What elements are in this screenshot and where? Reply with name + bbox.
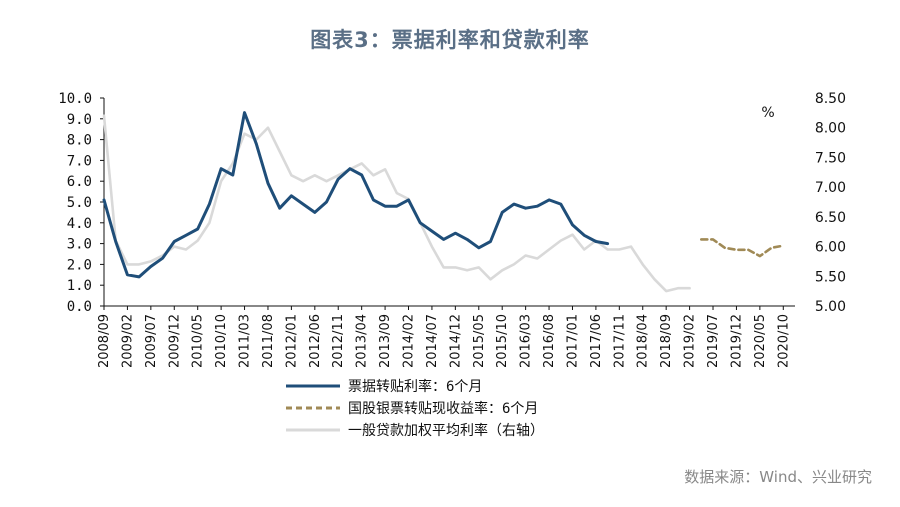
y-left-tick-label: 8.0	[67, 133, 92, 149]
x-tick-label: 2019/02	[683, 314, 698, 368]
y-right-tick-label: 7.50	[815, 150, 846, 166]
y-left-tick-label: 5.0	[67, 195, 92, 211]
y-left-tick-label: 10.0	[58, 91, 92, 107]
y-left-tick-label: 3.0	[67, 237, 92, 253]
y-right-tick-label: 8.00	[815, 121, 846, 137]
x-tick-label: 2012/11	[331, 314, 346, 368]
legend-label-2: 一般贷款加权平均利率（右轴）	[348, 422, 544, 439]
x-tick-label: 2012/01	[284, 314, 299, 368]
legend-label-1: 国股银票转贴现收益率：6个月	[348, 400, 538, 417]
x-tick-label: 2008/09	[97, 314, 112, 368]
x-tick-label: 2013/09	[378, 314, 393, 368]
x-tick-label: 2014/02	[402, 314, 417, 368]
y-right-tick-label: 5.00	[815, 299, 846, 315]
x-tick-label: 2011/08	[261, 314, 276, 368]
chart-title: 图表3：票据利率和贷款利率	[310, 28, 590, 52]
y-left-tick-label: 2.0	[67, 257, 92, 273]
y-left-tick-label: 0.0	[67, 299, 92, 315]
y-right-tick-label: 6.00	[815, 240, 846, 256]
x-tick-label: 2018/09	[659, 314, 674, 368]
y-axis-right: 8.50 8.00 7.50 7.00 6.50 6.00 5.50 5.00%	[761, 91, 846, 315]
x-tick-label: 2010/05	[191, 314, 206, 368]
x-tick-label: 2009/07	[144, 314, 159, 368]
x-tick-label: 2012/06	[308, 314, 323, 368]
y-left-tick-label: 9.0	[67, 112, 92, 128]
plot-lines	[102, 111, 785, 293]
x-tick-label: 2019/07	[706, 314, 721, 368]
y-right-tick-label: 5.50	[815, 269, 846, 285]
x-tick-label: 2013/04	[355, 314, 370, 368]
source-note: 数据来源：Wind、兴业研究	[684, 468, 872, 486]
x-tick-label: 2017/06	[589, 314, 604, 368]
y-left-tick-label: 4.0	[67, 216, 92, 232]
x-tick-label: 2015/10	[495, 314, 510, 368]
series-line-1	[699, 238, 785, 258]
x-tick-label: 2014/12	[448, 314, 463, 368]
y-left-tick-label: 7.0	[67, 153, 92, 169]
x-tick-label: 2014/07	[425, 314, 440, 368]
y-left-tick-label: 6.0	[67, 174, 92, 190]
x-tick-label: 2016/03	[519, 314, 534, 368]
legend-label-0: 票据转贴利率：6个月	[348, 378, 482, 395]
x-tick-label: 2020/05	[753, 314, 768, 368]
y-left-tick-label: 1.0	[67, 278, 92, 294]
x-tick-label: 2015/05	[472, 314, 487, 368]
y-right-unit-label: %	[761, 105, 774, 121]
x-tick-label: 2009/02	[120, 314, 135, 368]
x-tick-label: 2019/12	[729, 314, 744, 368]
x-tick-label: 2018/04	[636, 314, 651, 368]
y-axis-left: 10.0 9.0 8.0 7.0 6.0 5.0 4.0 3.0 2.0 1.0 0.0	[58, 91, 105, 315]
y-right-tick-label: 8.50	[815, 91, 846, 107]
y-right-tick-label: 7.00	[815, 180, 846, 196]
y-right-tick-label: 6.50	[815, 210, 846, 226]
x-tick-label: 2011/03	[238, 314, 253, 368]
x-tick-label: 2016/08	[542, 314, 557, 368]
series-line-0	[102, 111, 610, 279]
x-tick-label: 2017/01	[565, 314, 580, 368]
x-tick-label: 2010/10	[214, 314, 229, 368]
x-tick-label: 2017/11	[612, 314, 627, 368]
x-axis: 2008/09 2009/02 2009/07 2009/12 2010/05 2010/…	[97, 305, 795, 368]
series-line-2	[102, 114, 691, 293]
x-tick-label: 2009/12	[167, 314, 182, 368]
x-tick-label: 2020/10	[776, 314, 791, 368]
